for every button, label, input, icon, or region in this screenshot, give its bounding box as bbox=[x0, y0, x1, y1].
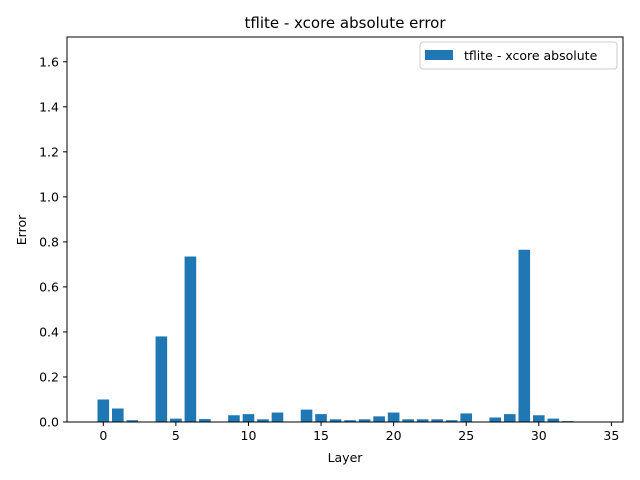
bar-layer-4 bbox=[155, 336, 168, 422]
bar-layer-0 bbox=[97, 399, 110, 422]
x-tick-label: 20 bbox=[386, 428, 402, 443]
x-tick-label: 25 bbox=[458, 428, 474, 443]
bar-layer-15 bbox=[315, 414, 327, 422]
bar-layer-24 bbox=[445, 420, 458, 422]
x-tick-label: 15 bbox=[313, 428, 329, 443]
bar-layer-22 bbox=[416, 419, 429, 422]
bar-layer-30 bbox=[532, 415, 545, 422]
x-tick-label: 5 bbox=[172, 428, 180, 443]
x-tick-label: 0 bbox=[99, 428, 107, 443]
bar-layer-11 bbox=[257, 419, 269, 422]
bar-layer-16 bbox=[329, 419, 342, 422]
x-tick-label: 35 bbox=[603, 428, 619, 443]
bar-layer-1 bbox=[112, 408, 124, 422]
legend-label: tflite - xcore absolute bbox=[464, 48, 598, 63]
x-axis-label: Layer bbox=[328, 450, 364, 465]
x-tick-label: 30 bbox=[531, 428, 547, 443]
y-tick-label: 0.2 bbox=[39, 369, 59, 384]
bar-layer-27 bbox=[489, 417, 502, 422]
bars-group bbox=[97, 249, 574, 422]
bar-layer-25 bbox=[460, 413, 473, 422]
bar-layer-17 bbox=[344, 420, 356, 422]
bar-layer-18 bbox=[358, 419, 371, 422]
y-tick-label: 0.4 bbox=[39, 324, 59, 339]
plot-frame bbox=[66, 36, 624, 423]
bar-layer-20 bbox=[387, 412, 400, 422]
bar-layer-14 bbox=[300, 409, 313, 422]
bar-layer-12 bbox=[271, 412, 284, 422]
y-tick-label: 1.4 bbox=[39, 99, 59, 114]
bar-layer-9 bbox=[228, 415, 240, 422]
bar-layer-19 bbox=[373, 416, 385, 422]
x-tick-label: 10 bbox=[241, 428, 257, 443]
bar-layer-7 bbox=[199, 419, 211, 422]
legend: tflite - xcore absolute bbox=[419, 41, 618, 70]
bar-layer-6 bbox=[184, 256, 197, 422]
y-tick-label: 0.6 bbox=[39, 279, 59, 294]
bar-layer-5 bbox=[170, 418, 182, 422]
legend-swatch bbox=[425, 50, 453, 60]
bar-layer-23 bbox=[431, 419, 443, 422]
y-axis-label: Error bbox=[14, 214, 29, 245]
bar-layer-31 bbox=[547, 418, 560, 422]
bar-layer-29 bbox=[518, 249, 531, 422]
chart-title: tflite - xcore absolute error bbox=[245, 14, 447, 32]
bar-layer-28 bbox=[503, 414, 516, 422]
y-tick-label: 1.0 bbox=[39, 189, 59, 204]
bar-layer-10 bbox=[242, 414, 255, 422]
legend-box bbox=[419, 41, 618, 70]
y-tick-label: 1.6 bbox=[39, 54, 59, 69]
y-tick-label: 0.8 bbox=[39, 234, 59, 249]
bar-layer-2 bbox=[126, 420, 139, 422]
bar-layer-21 bbox=[402, 419, 414, 422]
y-tick-label: 0.0 bbox=[39, 415, 59, 430]
y-tick-label: 1.2 bbox=[39, 144, 59, 159]
x-axis-ticks: 0 5 10 15 20 25 30 35 bbox=[99, 422, 619, 443]
y-axis-ticks: 0.0 0.2 0.4 0.6 0.8 1.0 1.2 1.4 1.6 bbox=[39, 54, 67, 430]
